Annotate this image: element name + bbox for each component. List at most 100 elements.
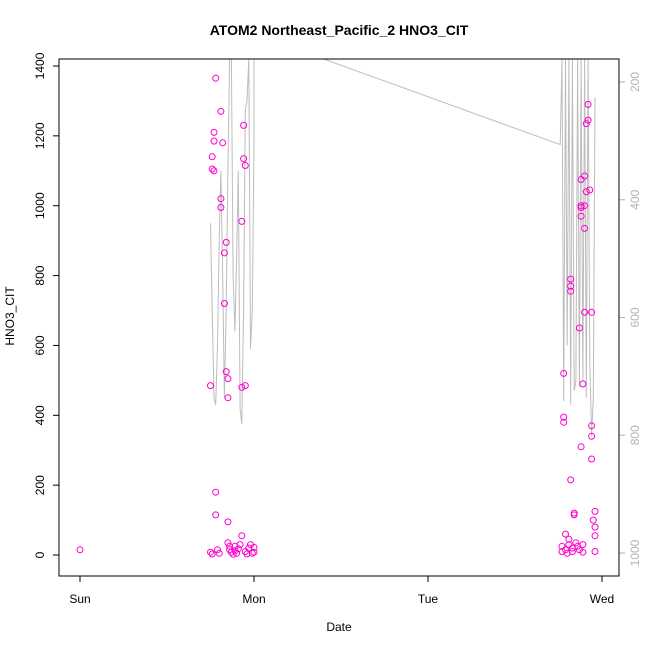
data-point [588,455,596,463]
data-point [560,418,568,426]
data-point [577,212,585,220]
data-point [250,548,258,556]
data-point [577,176,585,183]
chart-title: ATOM2 Northeast_Pacific_2 HNO3_CIT [210,22,469,38]
right-tick-label: 600 [628,307,642,327]
data-point [207,548,214,556]
data-point [588,432,596,440]
data-point [591,507,599,515]
altitude-profile-line [210,58,596,437]
data-point [565,541,573,549]
data-point [591,532,599,540]
y-tick-label: 1400 [33,52,47,79]
data-point [210,137,218,145]
data-point [220,249,228,257]
data-point [567,476,575,484]
data-point [575,324,583,332]
data-point [588,308,596,316]
y-tick-label: 1000 [33,192,47,219]
y-tick-label: 600 [33,335,47,355]
data-point [238,217,246,225]
data-point [241,162,249,169]
data-point [224,539,232,547]
data-point [236,541,244,549]
data-point [581,172,589,180]
data-point [215,549,223,557]
right-tick-label: 200 [628,72,642,92]
data-point [588,422,596,430]
data-point [560,413,568,421]
data-point [240,155,248,163]
data-point [589,516,597,524]
data-point [579,380,587,388]
y-tick-label: 200 [33,475,47,495]
x-axis-label: Date [326,620,352,634]
data-point [212,488,220,496]
data-point [581,308,589,316]
data-point [238,383,246,391]
data-point [212,511,220,519]
x-tick-label: Tue [418,592,439,606]
data-point [577,204,585,211]
x-tick-label: Wed [590,592,614,606]
data-point [581,202,589,210]
data-point [214,546,221,554]
data-point [586,186,594,194]
right-tick-label: 1000 [628,539,642,566]
data-point [227,548,235,556]
right-tick-label: 800 [628,425,642,445]
data-point [220,300,228,307]
data-point [567,275,575,283]
data-point [568,548,576,555]
right-tick-label: 400 [628,189,642,209]
data-point [241,382,249,390]
data-point [210,128,218,136]
profile-line-layer [210,58,596,437]
data-point [217,107,225,115]
y-tick-label: 1200 [33,122,47,149]
data-point [208,165,216,173]
data-point [572,539,580,547]
data-point [562,530,569,538]
data-point [233,549,241,557]
data-point [581,224,589,232]
data-point [560,369,568,377]
data-point [217,195,225,203]
data-point [240,121,248,129]
data-point [577,443,585,451]
x-tick-label: Sun [69,592,90,606]
data-point [570,511,578,519]
data-point [584,116,592,124]
y-tick-label: 0 [33,551,47,558]
data-point [558,542,566,550]
data-point [582,188,590,196]
points-layer [76,74,599,558]
data-point [579,541,587,549]
data-point [229,550,237,558]
y-axis-label: HNO3_CIT [3,286,17,346]
x-tick-label: Mon [242,592,265,606]
data-point [579,548,587,556]
data-point [219,139,227,147]
data-point [224,375,232,383]
axes-layer: 0 200 400 600 800 1000 1200 1400 200 400 600 800 100… [33,52,642,606]
data-point [234,545,242,553]
plot-frame [58,58,620,577]
data-point [567,287,575,295]
data-point [217,204,225,211]
data-point [245,544,253,552]
data-point [562,546,569,554]
y-tick-label: 400 [33,405,47,425]
data-point [582,120,590,128]
data-point [222,238,230,246]
data-point [208,153,216,161]
data-point [224,394,232,402]
data-point [207,382,214,390]
data-point [567,282,575,290]
y-tick-label: 800 [33,265,47,285]
data-point [250,543,258,551]
data-point [210,167,218,175]
data-point [565,535,573,543]
data-point [591,523,599,531]
data-point [208,550,216,558]
